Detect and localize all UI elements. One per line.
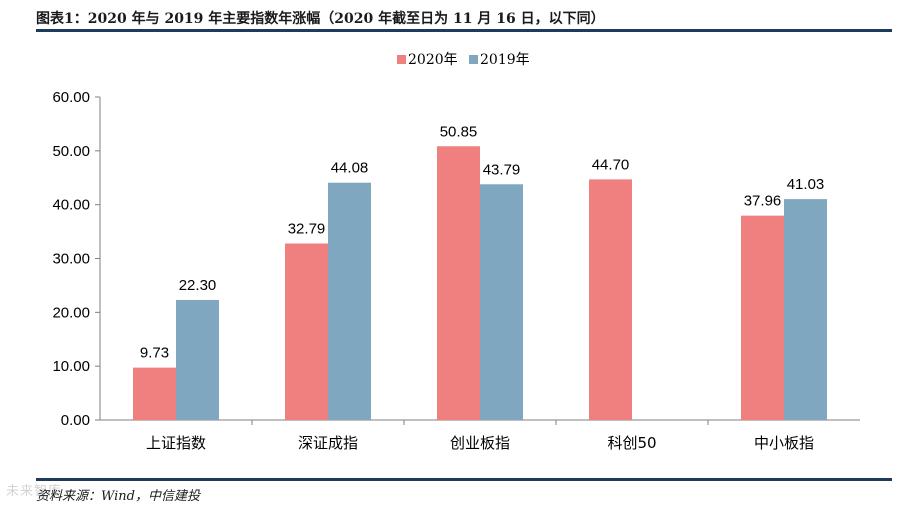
x-tick-label: 中小板指 <box>754 434 814 452</box>
x-tick-label: 科创50 <box>607 434 656 452</box>
y-tick-label: 60.00 <box>52 89 90 106</box>
chart-data-labels: 9.73 22.30 32.79 44.08 50.85 43.79 44.70 37.96 4… <box>140 123 824 361</box>
legend-label: 2020年 <box>408 52 458 68</box>
legend-swatch <box>397 55 406 64</box>
data-label: 44.08 <box>331 160 369 177</box>
footer-divider <box>36 478 892 481</box>
bar-series-1 <box>133 367 176 420</box>
bar-series-2 <box>784 199 827 420</box>
data-label: 9.73 <box>140 345 169 362</box>
data-label: 41.03 <box>787 176 825 193</box>
bar-series-1 <box>437 146 480 420</box>
title-divider <box>36 29 892 32</box>
y-tick-label: 0.00 <box>61 412 90 429</box>
x-tick-label: 上证指数 <box>146 434 206 452</box>
x-tick-label: 创业板指 <box>450 434 510 452</box>
data-label: 37.96 <box>744 193 782 210</box>
x-tick-label: 深证成指 <box>298 434 358 452</box>
chart-bars <box>133 146 827 420</box>
y-tick-label: 40.00 <box>52 197 90 214</box>
legend-label: 2019年 <box>480 52 530 68</box>
chart-axes: 0.00 10.00 20.00 30.00 40.00 50.00 60.00 上证指数 深证… <box>52 89 860 452</box>
data-label: 32.79 <box>288 220 326 237</box>
source-note: 资料来源：Wind，中信建投 <box>36 489 200 504</box>
data-label: 50.85 <box>440 123 478 140</box>
bar-series-1 <box>589 179 632 420</box>
data-label: 22.30 <box>179 277 217 294</box>
y-tick-label: 10.00 <box>52 358 90 375</box>
bar-series-1 <box>741 215 784 420</box>
y-tick-label: 30.00 <box>52 251 90 268</box>
legend-swatch <box>469 55 478 64</box>
bar-series-2 <box>176 299 219 420</box>
data-label: 44.70 <box>592 156 630 173</box>
page-title: 图表1：2020 年与 2019 年主要指数年涨幅（2020 年截至日为 11 … <box>36 11 605 27</box>
watermark-text: 未来智库 <box>6 483 63 498</box>
bar-series-2 <box>480 184 523 420</box>
bar-series-1 <box>285 243 328 420</box>
y-tick-label: 20.00 <box>52 304 90 321</box>
chart-legend: 2020年 2019年 <box>397 52 530 68</box>
data-label: 43.79 <box>483 161 521 178</box>
y-tick-label: 50.00 <box>52 143 90 160</box>
bar-series-2 <box>328 182 371 420</box>
